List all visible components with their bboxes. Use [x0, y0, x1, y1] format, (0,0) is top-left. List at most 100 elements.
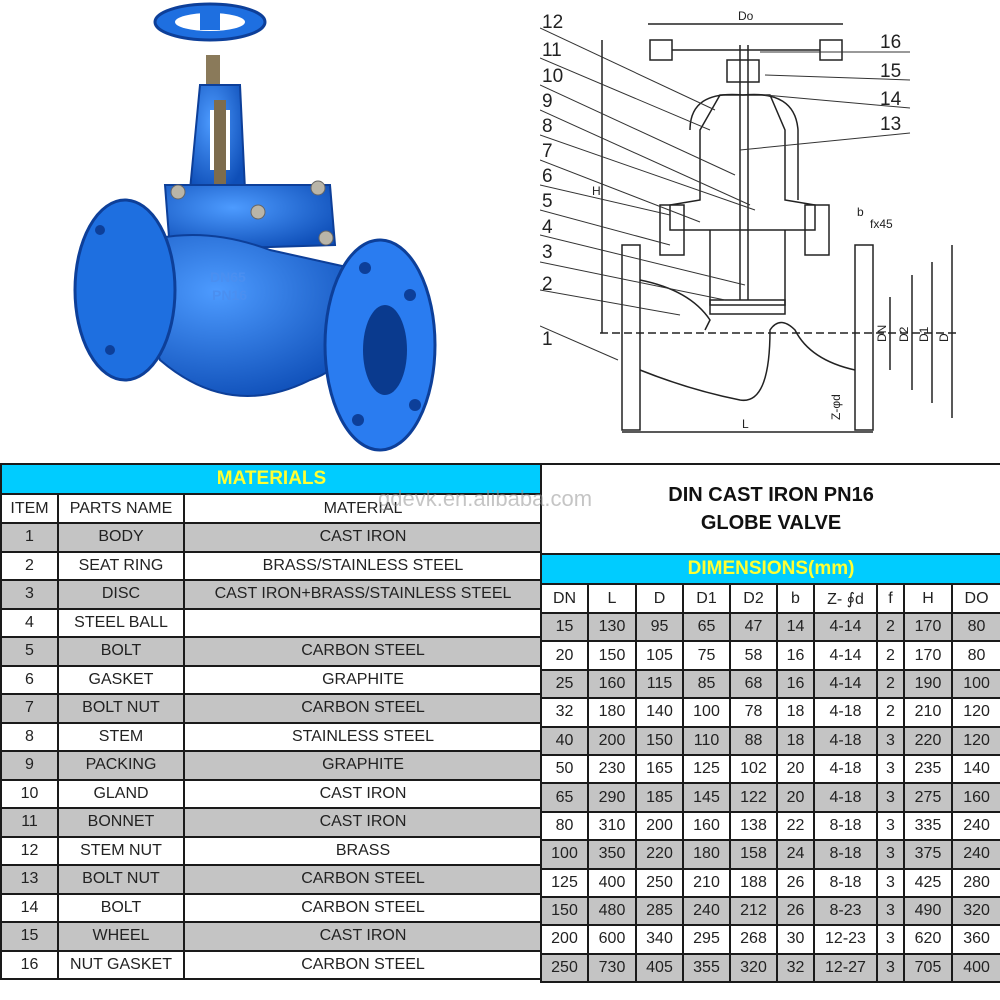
part-name: BOLT — [57, 636, 185, 667]
part-name: BODY — [57, 522, 185, 553]
product-title-line2: GLOBE VALVE — [700, 512, 842, 534]
dimension-value: 335 — [903, 810, 953, 842]
dimension-value: 140 — [950, 753, 1000, 785]
dimensions-row: 50 230 165 125 102 20 4-18 3 235 140 — [540, 753, 1000, 785]
callout-16: 16 — [880, 32, 901, 53]
product-title-line1: DIN CAST IRON PN16 — [668, 484, 874, 506]
dimension-value: 2 — [876, 611, 905, 643]
material: BRASS — [183, 835, 543, 866]
item-number: 13 — [0, 864, 59, 895]
dimension-value: 2 — [876, 668, 905, 700]
dim-z-d: Z-φd — [829, 394, 843, 420]
dimension-value: 200 — [540, 924, 589, 955]
dimension-value: 3 — [876, 810, 905, 842]
dimension-value: 120 — [950, 697, 1000, 728]
dimension-value: 185 — [635, 782, 684, 813]
dimension-value: 210 — [903, 697, 953, 728]
materials-row: 14 BOLT CARBON STEEL — [0, 892, 543, 923]
callout-5: 5 — [542, 191, 553, 212]
dimensions-row: 100 350 220 180 158 24 8-18 3 375 240 — [540, 839, 1000, 870]
part-name: GLAND — [57, 778, 185, 809]
materials-row: 4 STEEL BALL — [0, 607, 543, 638]
dimension-value: 180 — [587, 697, 637, 728]
dimension-value: 30 — [776, 924, 815, 955]
part-name: BOLT NUT — [57, 693, 185, 724]
dimension-value: 620 — [903, 924, 953, 955]
valve-product-photo: DN65 PN16 — [73, 2, 437, 452]
dimensions-header-cell: DO — [950, 583, 1000, 614]
dimensions-header-cell: DN — [540, 583, 589, 614]
dimensions-row: 15 130 95 65 47 14 4-14 2 170 80 — [540, 611, 1000, 643]
dimension-value: 145 — [682, 782, 731, 813]
callout-1: 1 — [542, 329, 553, 350]
material: CAST IRON — [183, 807, 543, 838]
dimensions-row: 250 730 405 355 320 32 12-27 3 705 400 — [540, 952, 1000, 984]
body-marking-dn: DN65 — [210, 269, 246, 285]
dimension-value: 165 — [635, 753, 684, 785]
dimensions-header-cell: b — [776, 583, 815, 614]
materials-row: 11 BONNET CAST IRON — [0, 807, 543, 838]
dimensions-row: 200 600 340 295 268 30 12-23 3 620 360 — [540, 924, 1000, 955]
dimension-value: 20 — [776, 782, 815, 813]
dimension-value: 4-18 — [813, 782, 878, 813]
item-number: 4 — [0, 607, 59, 638]
dimension-value: 3 — [876, 725, 905, 756]
materials-rows: 1 BODY CAST IRON 2 SEAT RING BRASS/STAINLESS … — [0, 522, 543, 980]
materials-row: 5 BOLT CARBON STEEL — [0, 636, 543, 667]
dimension-value: 110 — [682, 725, 731, 756]
dimension-value: 180 — [682, 839, 731, 870]
dimension-value: 235 — [903, 753, 953, 785]
dimension-value: 212 — [729, 895, 778, 927]
dimensions-header-cell: f — [876, 583, 905, 614]
dimensions-header-cell: D2 — [729, 583, 778, 614]
dimension-value: 15 — [540, 611, 589, 643]
dimensions-header-cell: D — [635, 583, 684, 614]
dimensions-table: DIN CAST IRON PN16 GLOBE VALVE DIMENSION… — [539, 463, 1000, 984]
dimension-value: 188 — [729, 867, 778, 898]
item-number: 12 — [0, 835, 59, 866]
dimensions-row: 125 400 250 210 188 26 8-18 3 425 280 — [540, 867, 1000, 898]
part-name: SEAT RING — [57, 550, 185, 581]
dim-do: Do — [738, 9, 754, 23]
dimension-value: 240 — [950, 810, 1000, 842]
dimension-value: 240 — [682, 895, 731, 927]
materials-row: 15 WHEEL CAST IRON — [0, 921, 543, 952]
dimension-value: 285 — [635, 895, 684, 927]
dimension-value: 3 — [876, 839, 905, 870]
dim-h: H — [592, 184, 601, 198]
dimensions-row: 25 160 115 85 68 16 4-14 2 190 100 — [540, 668, 1000, 700]
callout-14: 14 — [880, 89, 902, 110]
dimension-value: 105 — [635, 640, 684, 671]
dimensions-header-cell: Z- ∮d — [813, 583, 878, 614]
dimension-value: 26 — [776, 895, 815, 927]
dimension-value: 280 — [950, 867, 1000, 898]
part-name: WHEEL — [57, 921, 185, 952]
dimension-value: 425 — [903, 867, 953, 898]
dimension-value: 490 — [903, 895, 953, 927]
dimension-value: 230 — [587, 753, 637, 785]
dimension-value: 18 — [776, 697, 815, 728]
dimension-value: 88 — [729, 725, 778, 756]
callout-12: 12 — [542, 12, 563, 33]
material: CAST IRON — [183, 778, 543, 809]
dimensions-row: 80 310 200 160 138 22 8-18 3 335 240 — [540, 810, 1000, 842]
dimension-value: 405 — [635, 952, 684, 984]
dimension-value: 4-18 — [813, 725, 878, 756]
dimension-value: 138 — [729, 810, 778, 842]
item-number: 5 — [0, 636, 59, 667]
dimension-value: 160 — [950, 782, 1000, 813]
item-number: 2 — [0, 550, 59, 581]
dimension-value: 275 — [903, 782, 953, 813]
materials-row: 10 GLAND CAST IRON — [0, 778, 543, 809]
dimension-value: 2 — [876, 697, 905, 728]
part-name: BOLT — [57, 892, 185, 923]
dimension-value: 102 — [729, 753, 778, 785]
dimension-value: 65 — [682, 611, 731, 643]
dimensions-header-row: DN L D D1 D2 b Z- ∮d f H DO — [540, 583, 1000, 614]
materials-row: 13 BOLT NUT CARBON STEEL — [0, 864, 543, 895]
dimension-value: 3 — [876, 753, 905, 785]
item-number: 14 — [0, 892, 59, 923]
dimension-value: 3 — [876, 782, 905, 813]
dimension-value: 4-18 — [813, 697, 878, 728]
part-name: DISC — [57, 579, 185, 610]
